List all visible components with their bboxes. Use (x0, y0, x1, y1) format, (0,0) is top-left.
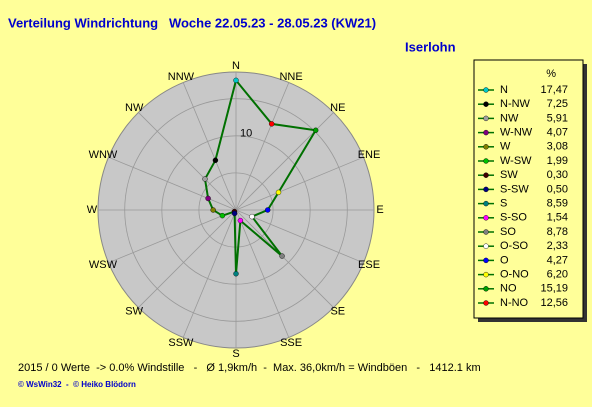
legend-value: 1,54 (547, 212, 568, 224)
spoke (235, 156, 364, 211)
legend-marker (483, 243, 489, 249)
direction-label: W (87, 204, 98, 216)
legend-value: 17,47 (540, 84, 568, 96)
spoke (108, 156, 237, 211)
legend-value: 8,78 (547, 226, 568, 238)
legend-value: 0,30 (547, 169, 568, 181)
legend-name: O (500, 254, 509, 266)
legend-marker (483, 257, 489, 264)
chart-title: Verteilung Windrichtung Woche 22.05.23 -… (8, 15, 376, 30)
point-marker (210, 207, 216, 213)
legend-name: S-SO (500, 212, 527, 224)
legend-value: 5,91 (547, 112, 568, 124)
legend-value: 7,25 (547, 98, 568, 110)
legend-marker (483, 144, 489, 150)
spoke (235, 209, 334, 308)
legend-name: W-NW (500, 127, 533, 139)
legend-name: O-SO (500, 240, 529, 252)
point-marker (219, 212, 226, 219)
point-marker (233, 271, 239, 277)
legend-marker (483, 186, 489, 193)
legend-name: NW (500, 112, 519, 124)
legend-name: SW (500, 169, 518, 181)
direction-label: SSE (280, 337, 302, 349)
point-marker (237, 217, 244, 224)
direction-label: NW (125, 102, 144, 114)
legend-value: 2,33 (547, 240, 568, 252)
legend-name: S-SW (500, 183, 529, 195)
legend-marker (483, 271, 489, 278)
point-marker (264, 207, 271, 213)
legend-value: 6,20 (547, 269, 568, 281)
legend-marker (483, 215, 489, 221)
direction-label: NNW (168, 71, 195, 83)
legend-name: O-NO (500, 269, 529, 281)
spoke (235, 209, 364, 264)
legend-name: W (500, 141, 511, 153)
direction-label: E (376, 204, 383, 216)
point-marker (249, 213, 255, 220)
legend-marker (483, 115, 489, 122)
legend-name: W-SW (500, 155, 532, 167)
direction-label: SSW (168, 337, 194, 349)
legend-marker (483, 229, 489, 235)
spoke (108, 209, 237, 264)
direction-label: N (232, 60, 240, 72)
legend-name: SO (500, 226, 516, 238)
direction-label: ENE (358, 149, 381, 161)
legend-name: N (500, 84, 508, 96)
legend-value: 3,08 (547, 141, 568, 153)
legend-value: 4,07 (547, 127, 568, 139)
legend-name: N-NW (500, 98, 531, 110)
point-marker (233, 77, 239, 84)
spoke (182, 209, 237, 338)
r-tick-label: 10 (240, 128, 252, 140)
direction-label: WNW (89, 149, 118, 161)
direction-label: NE (330, 102, 345, 114)
legend-unit: % (546, 68, 556, 80)
direction-label: ESE (358, 259, 380, 271)
legend-marker (483, 101, 489, 107)
direction-label: S (232, 348, 239, 360)
credit: © WsWin32 - © Heiko Blödorn (18, 380, 136, 389)
point-marker (202, 176, 208, 182)
legend-value: 1,99 (547, 155, 568, 167)
direction-label: SW (125, 306, 143, 318)
legend-marker (483, 172, 489, 178)
legend-value: 4,27 (547, 254, 568, 266)
location: Iserlohn (405, 39, 456, 54)
direction-label: WSW (89, 259, 118, 271)
legend-value: 0,50 (547, 183, 568, 195)
spoke (235, 209, 290, 338)
legend-value: 12,56 (540, 297, 568, 309)
legend-name: NO (500, 283, 517, 295)
spoke (138, 112, 237, 211)
legend-name: S (500, 198, 507, 210)
point-marker (268, 121, 275, 127)
legend-value: 15,19 (540, 283, 568, 295)
point-marker (212, 157, 219, 164)
legend-marker (483, 286, 489, 292)
legend-marker (483, 300, 489, 306)
legend-marker (483, 87, 489, 93)
direction-label: NNE (279, 71, 302, 83)
spoke (182, 82, 237, 211)
point-marker (205, 195, 211, 202)
legend-name: N-NO (500, 297, 529, 309)
legend-marker (483, 200, 489, 207)
point-marker (279, 253, 285, 259)
spoke (235, 82, 290, 211)
point-marker (231, 210, 238, 217)
direction-label: SE (330, 306, 345, 318)
point-marker (275, 189, 282, 196)
point-marker (312, 127, 319, 134)
spoke (138, 209, 237, 308)
legend-marker (483, 129, 489, 136)
footer: 2015 / 0 Werte -> 0.0% Windstille - Ø 1,… (18, 362, 481, 374)
legend-value: 8,59 (547, 198, 568, 210)
legend-marker (483, 158, 489, 164)
